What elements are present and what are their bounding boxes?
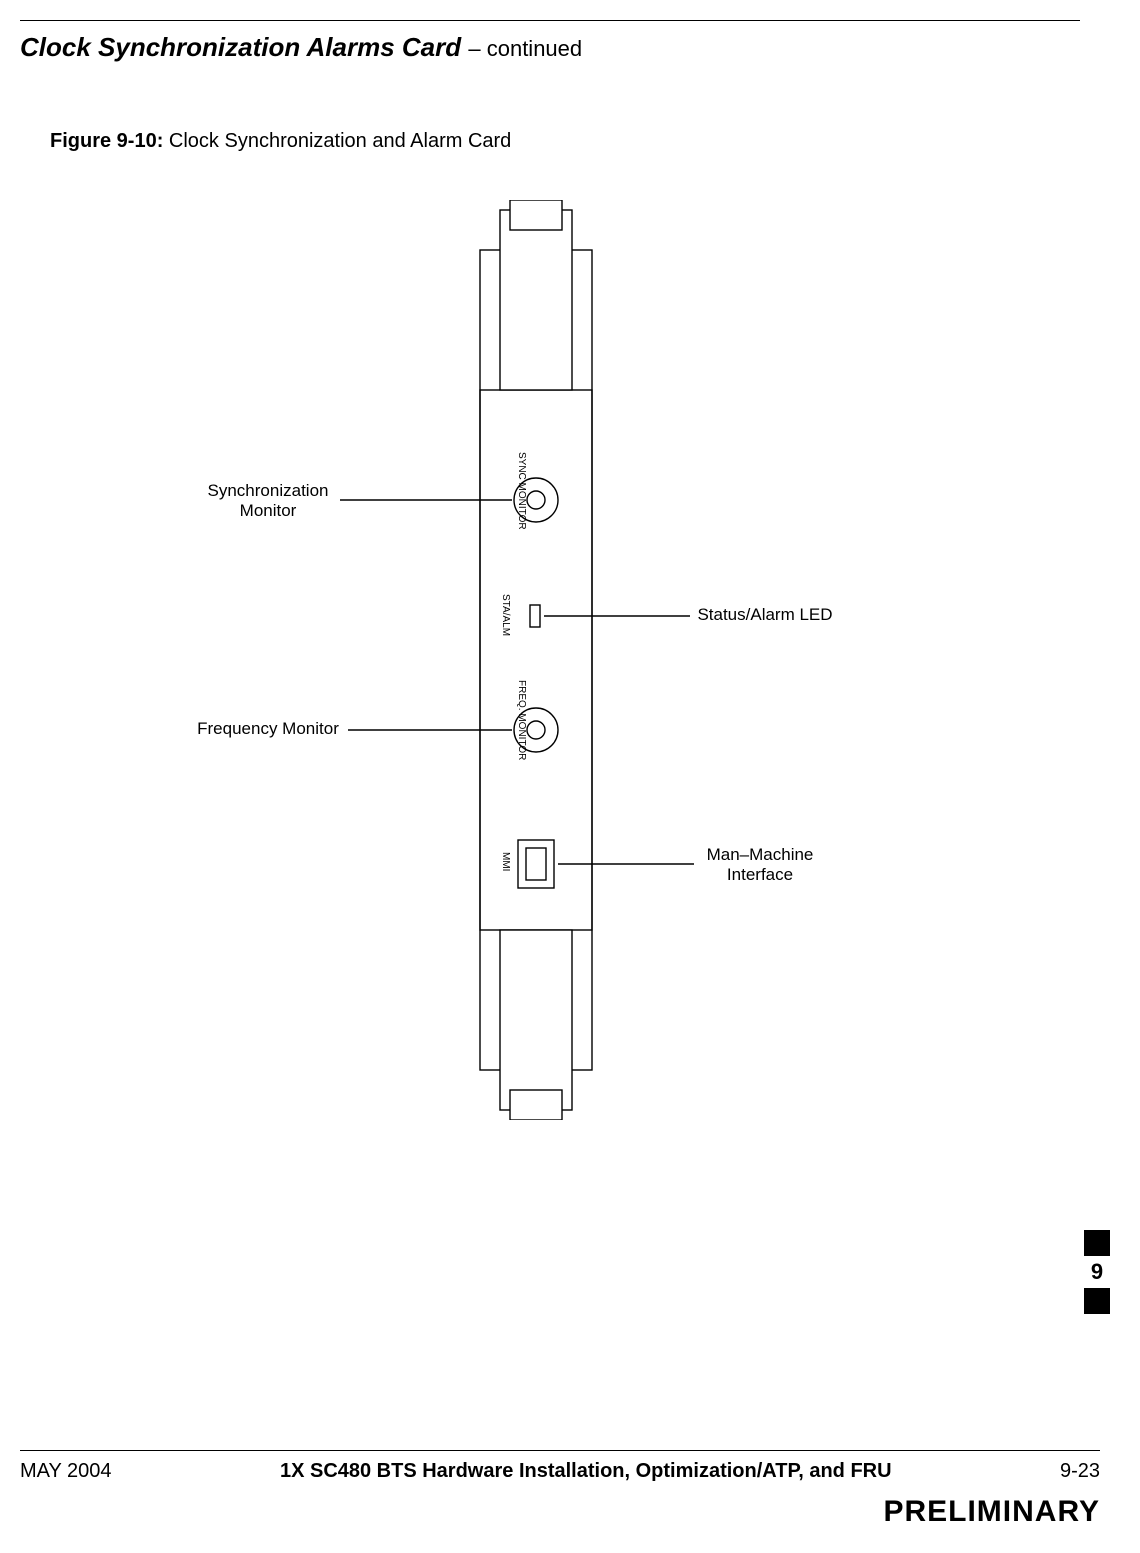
- svg-text:Synchronization: Synchronization: [208, 481, 329, 500]
- svg-text:FREQ. MONITOR: FREQ. MONITOR: [516, 680, 527, 760]
- chapter-tab: 9: [1084, 1230, 1110, 1314]
- svg-text:Frequency Monitor: Frequency Monitor: [197, 719, 339, 738]
- page-title: Clock Synchronization Alarms Card – cont…: [20, 32, 582, 63]
- svg-text:MMI: MMI: [500, 852, 511, 871]
- figure-number: Figure 9-10:: [50, 130, 163, 152]
- page-title-bold: Clock Synchronization Alarms Card: [20, 32, 461, 62]
- footer-title: 1X SC480 BTS Hardware Installation, Opti…: [280, 1460, 892, 1483]
- svg-text:Monitor: Monitor: [240, 501, 297, 520]
- rule-bottom: [20, 1450, 1100, 1451]
- figure-caption: Figure 9-10: Clock Synchronization and A…: [50, 130, 511, 153]
- figure-title: Clock Synchronization and Alarm Card: [169, 130, 511, 152]
- svg-text:Status/Alarm LED: Status/Alarm LED: [697, 605, 832, 624]
- tab-block-top: [1084, 1230, 1110, 1256]
- footer: MAY 2004 1X SC480 BTS Hardware Installat…: [20, 1460, 1100, 1483]
- svg-text:Man–Machine: Man–Machine: [707, 845, 814, 864]
- preliminary-stamp: PRELIMINARY: [883, 1495, 1100, 1529]
- svg-text:STA/ALM: STA/ALM: [500, 594, 511, 636]
- page-title-suffix: – continued: [468, 36, 582, 61]
- tab-number: 9: [1084, 1256, 1110, 1288]
- footer-page: 9-23: [1060, 1460, 1100, 1483]
- footer-date: MAY 2004: [20, 1460, 112, 1483]
- rule-top: [20, 20, 1080, 21]
- tab-block-bottom: [1084, 1288, 1110, 1314]
- card-diagram: SYNC MONITOR STA/ALM FREQ. MONITOR MMI Synch…: [0, 200, 1140, 1100]
- svg-text:Interface: Interface: [727, 865, 793, 884]
- svg-text:SYNC MONITOR: SYNC MONITOR: [516, 452, 527, 530]
